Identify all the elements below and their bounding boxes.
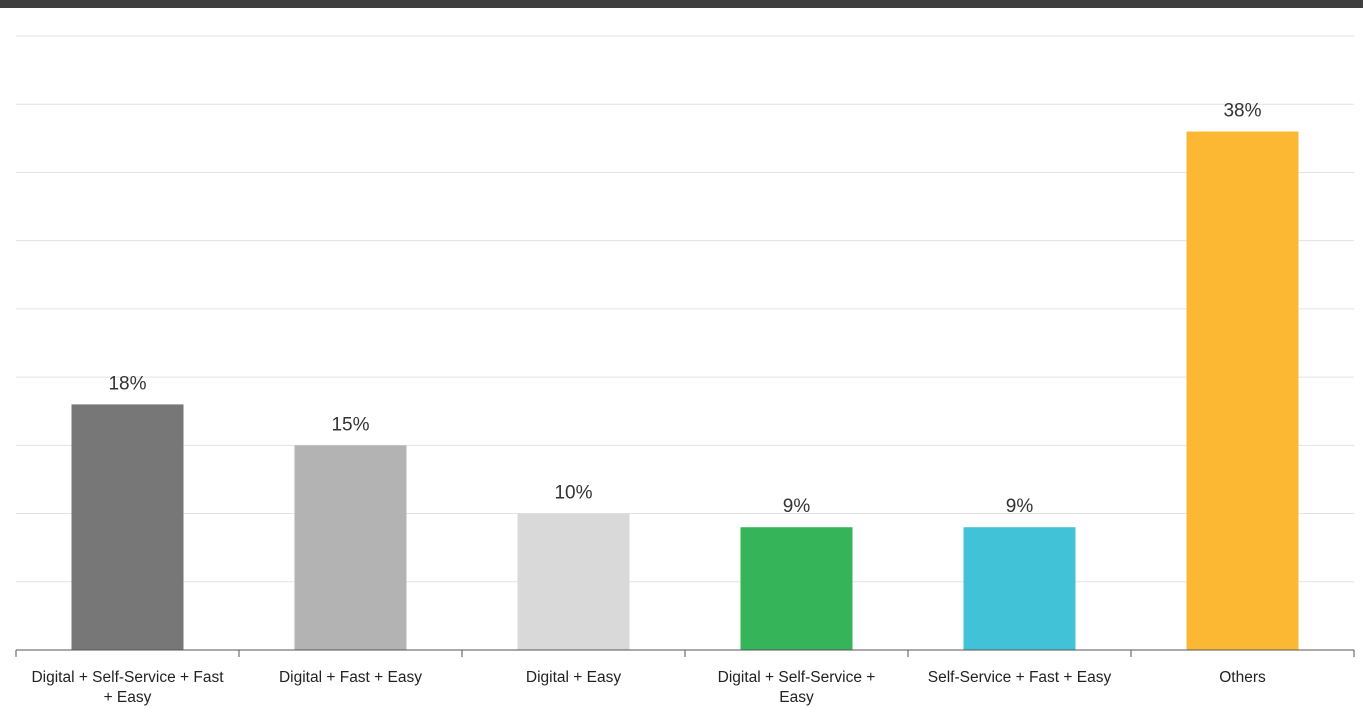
value-labels: 18% 15% 10% 9% 9% 38% [108, 101, 1261, 518]
bar [294, 445, 407, 650]
x-tick-label: Digital + Fast + Easy [279, 669, 422, 686]
x-tick-label: Digital + Self-Service + Easy [718, 669, 876, 706]
bar [963, 527, 1076, 650]
x-tick-label: Digital + Self-Service + Fast + Easy [31, 669, 224, 706]
x-tick-label: Digital + Easy [526, 669, 621, 686]
data-label: 10% [554, 483, 592, 504]
data-label: 9% [783, 496, 811, 517]
x-axis-labels: Digital + Self-Service + Fast + Easy Digit… [31, 669, 1266, 706]
data-label: 18% [108, 373, 146, 394]
x-tick-label: Self-Service + Fast + Easy [928, 669, 1112, 686]
bar [1186, 131, 1299, 650]
bar [740, 527, 853, 650]
gridlines [16, 35, 1354, 583]
data-label: 9% [1006, 496, 1034, 517]
bar [517, 513, 630, 650]
x-tick-label: Others [1219, 669, 1266, 686]
bars [71, 131, 1299, 650]
x-axis-ticks [15, 650, 1355, 657]
data-label: 38% [1223, 101, 1261, 122]
data-label: 15% [331, 414, 369, 435]
bar [71, 404, 184, 650]
top-accent-bar [0, 0, 1363, 8]
